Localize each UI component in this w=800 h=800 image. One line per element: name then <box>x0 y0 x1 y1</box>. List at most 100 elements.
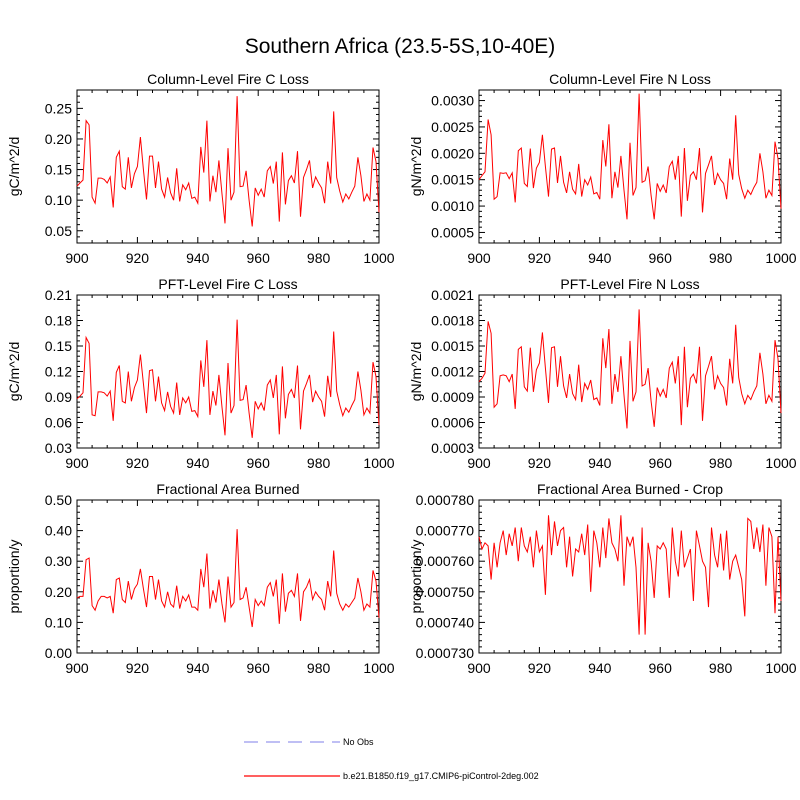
chart-panel-5: Fractional Area Burned proportion/y 900 920… <box>6 481 395 676</box>
y-tick-label: 0.30 <box>45 553 72 569</box>
y-tick-label: 0.10 <box>45 614 72 630</box>
x-tick-label: 960 <box>649 250 673 266</box>
y-axis-label: gC/m^2/d <box>6 137 22 196</box>
x-tick-label: 940 <box>186 455 210 471</box>
y-tick-label: 0.21 <box>45 287 72 303</box>
figure-title: Southern Africa (23.5-5S,10-40E) <box>245 35 556 58</box>
x-tick-label: 960 <box>247 250 271 266</box>
y-tick-label: 0.0012 <box>431 364 474 380</box>
y-tick-label: 0.0030 <box>431 93 474 109</box>
series-line <box>478 93 782 220</box>
x-tick-label: 980 <box>709 250 733 266</box>
y-tick-label: 0.20 <box>45 584 72 600</box>
x-tick-label: 920 <box>126 660 150 676</box>
x-tick-label: 920 <box>528 660 552 676</box>
x-tick-label: 900 <box>467 455 491 471</box>
y-tick-label: 0.0009 <box>431 389 474 405</box>
x-tick-label: 920 <box>528 455 552 471</box>
x-tick-label: 980 <box>307 660 331 676</box>
y-tick-label: 0.20 <box>45 131 72 147</box>
x-tick-label: 920 <box>126 455 150 471</box>
plot-frame <box>478 499 782 654</box>
y-tick-label: 0.12 <box>45 364 72 380</box>
y-tick-label: 0.06 <box>45 415 72 431</box>
series-line <box>478 515 782 635</box>
y-tick-label: 0.0003 <box>431 440 474 456</box>
x-tick-label: 1000 <box>765 455 796 471</box>
chart-panel-2: Column-Level Fire N Loss gN/m^2/d 900 920 94… <box>408 71 797 266</box>
y-tick-label: 0.000740 <box>416 614 475 630</box>
y-tick-label: 0.0010 <box>431 198 474 214</box>
x-tick-label: 960 <box>649 660 673 676</box>
x-tick-label: 1000 <box>363 250 394 266</box>
y-tick-label: 0.000780 <box>416 492 475 508</box>
legend-label: No Obs <box>343 737 374 747</box>
series-line <box>76 96 380 227</box>
x-tick-label: 900 <box>467 250 491 266</box>
x-tick-label: 900 <box>467 660 491 676</box>
panel-title: PFT-Level Fire C Loss <box>158 276 297 292</box>
y-tick-label: 0.03 <box>45 440 72 456</box>
x-tick-label: 940 <box>588 455 612 471</box>
x-tick-label: 940 <box>588 660 612 676</box>
x-tick-label: 920 <box>528 250 552 266</box>
x-tick-label: 960 <box>649 455 673 471</box>
y-tick-label: 0.15 <box>45 162 72 178</box>
y-tick-label: 0.09 <box>45 389 72 405</box>
x-tick-label: 980 <box>709 660 733 676</box>
x-tick-label: 900 <box>65 660 89 676</box>
y-tick-label: 0.0006 <box>431 415 474 431</box>
x-tick-label: 1000 <box>363 455 394 471</box>
series-line <box>478 309 782 429</box>
panel-title: Column-Level Fire C Loss <box>147 71 309 87</box>
y-tick-label: 0.0025 <box>431 119 474 135</box>
x-tick-label: 980 <box>709 455 733 471</box>
y-axis-label: gN/m^2/d <box>408 342 424 401</box>
y-axis-label: proportion/y <box>408 540 424 614</box>
panel-title: Fractional Area Burned <box>156 481 299 497</box>
series-line <box>76 319 380 438</box>
panel-title: Column-Level Fire N Loss <box>549 71 711 87</box>
x-tick-label: 940 <box>588 250 612 266</box>
y-tick-label: 0.0021 <box>431 287 474 303</box>
y-tick-label: 0.25 <box>45 100 72 116</box>
y-tick-label: 0.50 <box>45 492 72 508</box>
y-tick-label: 0.40 <box>45 523 72 539</box>
chart-panel-1: Column-Level Fire C Loss gC/m^2/d 900 920 94… <box>6 71 395 266</box>
series-line <box>76 529 380 628</box>
plot-frame <box>478 294 782 449</box>
legend-label: b.e21.B1850.f19_g17.CMIP6-piControl-2deg… <box>343 771 539 781</box>
y-tick-label: 0.0005 <box>431 224 474 240</box>
y-tick-label: 0.0018 <box>431 313 474 329</box>
y-axis-label: proportion/y <box>6 540 22 614</box>
x-tick-label: 900 <box>65 250 89 266</box>
y-tick-label: 0.00 <box>45 645 72 661</box>
y-axis-label: gC/m^2/d <box>6 342 22 401</box>
chart-panels: Column-Level Fire C Loss gC/m^2/d 900 920 94… <box>6 71 797 676</box>
chart-panel-6: Fractional Area Burned - Crop proportion/… <box>408 481 797 676</box>
y-tick-label: 0.0020 <box>431 145 474 161</box>
x-tick-label: 960 <box>247 660 271 676</box>
y-tick-label: 0.18 <box>45 313 72 329</box>
legend: No Obs b.e21.B1850.f19_g17.CMIP6-piContro… <box>244 737 539 781</box>
y-tick-label: 0.000770 <box>416 523 475 539</box>
y-axis-label: gN/m^2/d <box>408 137 424 196</box>
plot-frame <box>478 89 782 244</box>
y-tick-label: 0.0015 <box>431 338 474 354</box>
y-tick-label: 0.15 <box>45 338 72 354</box>
panel-title: PFT-Level Fire N Loss <box>560 276 699 292</box>
x-tick-label: 980 <box>307 250 331 266</box>
x-tick-label: 1000 <box>765 250 796 266</box>
x-tick-label: 960 <box>247 455 271 471</box>
x-tick-label: 1000 <box>765 660 796 676</box>
x-tick-label: 940 <box>186 250 210 266</box>
x-tick-label: 920 <box>126 250 150 266</box>
chart-panel-4: PFT-Level Fire N Loss gN/m^2/d 900 920 940 96… <box>408 276 797 471</box>
y-tick-label: 0.000760 <box>416 553 475 569</box>
x-tick-label: 940 <box>186 660 210 676</box>
y-tick-label: 0.10 <box>45 192 72 208</box>
chart-panel-3: PFT-Level Fire C Loss gC/m^2/d 900 920 940 96… <box>6 276 395 471</box>
x-tick-label: 900 <box>65 455 89 471</box>
y-tick-label: 0.0015 <box>431 172 474 188</box>
